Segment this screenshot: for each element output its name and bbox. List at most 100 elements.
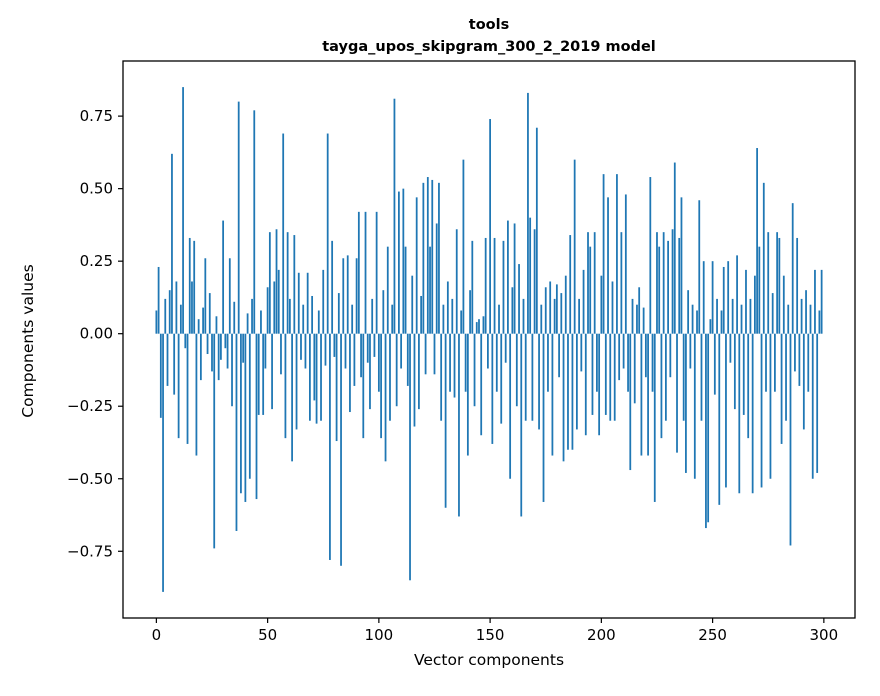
bar — [491, 333, 494, 444]
bar — [518, 264, 520, 334]
bar — [547, 333, 549, 392]
bar — [415, 197, 418, 334]
bar — [313, 333, 316, 401]
bar — [406, 333, 409, 386]
bar — [680, 197, 683, 334]
bar — [282, 133, 285, 334]
bar — [357, 211, 360, 334]
bar — [700, 333, 703, 421]
bar — [538, 333, 540, 430]
bar — [789, 333, 792, 546]
bar — [760, 333, 763, 488]
bar — [237, 101, 240, 334]
bar — [293, 235, 296, 334]
bar — [685, 333, 687, 473]
bar — [571, 333, 574, 450]
bar — [473, 333, 476, 407]
bar — [260, 310, 262, 334]
bar — [317, 310, 320, 334]
bar — [731, 298, 734, 334]
bar — [217, 333, 220, 381]
bar — [360, 333, 362, 378]
bar — [722, 266, 725, 334]
x-tick-label: 0 — [152, 626, 162, 644]
bar — [340, 333, 342, 566]
bar — [591, 333, 594, 415]
bar — [791, 203, 794, 334]
bar — [544, 287, 547, 334]
bar — [291, 333, 293, 462]
y-tick-label: 0.75 — [80, 107, 113, 125]
bar — [451, 298, 454, 334]
bar — [464, 333, 467, 392]
bar — [782, 275, 785, 334]
bar — [242, 333, 245, 363]
bar — [455, 229, 458, 334]
bar — [422, 182, 425, 334]
bar — [220, 333, 222, 360]
bar — [364, 211, 367, 334]
bar — [331, 240, 334, 334]
bar — [814, 269, 816, 334]
bar — [377, 333, 380, 392]
bar — [662, 232, 665, 334]
bar — [398, 191, 400, 334]
bar — [487, 333, 489, 369]
bar — [384, 333, 387, 462]
bar — [709, 319, 712, 334]
axes-spine — [122, 60, 856, 619]
bar — [446, 281, 449, 334]
bar — [504, 333, 507, 363]
bar — [647, 333, 649, 456]
bar — [380, 333, 382, 439]
bar — [733, 333, 736, 410]
bar — [522, 298, 525, 334]
bar — [355, 258, 358, 334]
bar — [562, 333, 565, 462]
bar — [322, 269, 325, 334]
bar — [736, 255, 738, 334]
bar — [182, 87, 184, 334]
bar — [162, 333, 164, 592]
bar — [811, 333, 814, 479]
bar — [386, 246, 389, 334]
bar — [765, 333, 767, 392]
bar — [609, 333, 612, 421]
bar — [669, 333, 672, 378]
bar — [349, 333, 351, 413]
bar — [633, 333, 636, 404]
bar — [213, 333, 216, 549]
y-tick-label: −0.75 — [67, 542, 113, 560]
y-axis-label: Components values — [19, 264, 37, 418]
bar — [286, 232, 289, 334]
bar — [578, 298, 580, 334]
bar — [418, 333, 420, 410]
bar — [244, 333, 247, 502]
bar — [489, 119, 491, 334]
bar — [649, 177, 652, 334]
bar — [622, 333, 625, 369]
bar — [433, 333, 436, 375]
bar — [796, 237, 799, 334]
bar — [333, 333, 336, 357]
bar — [676, 333, 678, 453]
bar — [440, 333, 443, 421]
bar — [589, 246, 592, 334]
bar — [667, 240, 669, 334]
bar — [215, 316, 218, 334]
bar — [411, 275, 414, 334]
bar — [351, 304, 354, 334]
bar — [177, 333, 180, 439]
bar — [567, 333, 569, 450]
y-tick-label: −0.50 — [67, 470, 113, 488]
bar — [478, 319, 480, 334]
bar — [555, 284, 558, 334]
bar — [798, 333, 801, 386]
bar — [395, 333, 398, 407]
bar — [195, 333, 198, 456]
bar — [246, 313, 249, 334]
bar — [335, 333, 338, 442]
bar — [371, 298, 374, 334]
bar — [179, 304, 182, 334]
bar — [208, 293, 211, 334]
